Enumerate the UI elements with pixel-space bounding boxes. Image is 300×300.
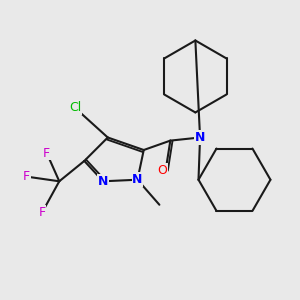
Text: Cl: Cl [69, 101, 81, 114]
Text: N: N [195, 131, 205, 144]
Text: N: N [132, 173, 143, 186]
Text: N: N [98, 175, 108, 188]
Text: F: F [38, 206, 46, 219]
Text: F: F [43, 147, 50, 160]
Text: O: O [158, 164, 167, 177]
Text: F: F [23, 170, 30, 183]
